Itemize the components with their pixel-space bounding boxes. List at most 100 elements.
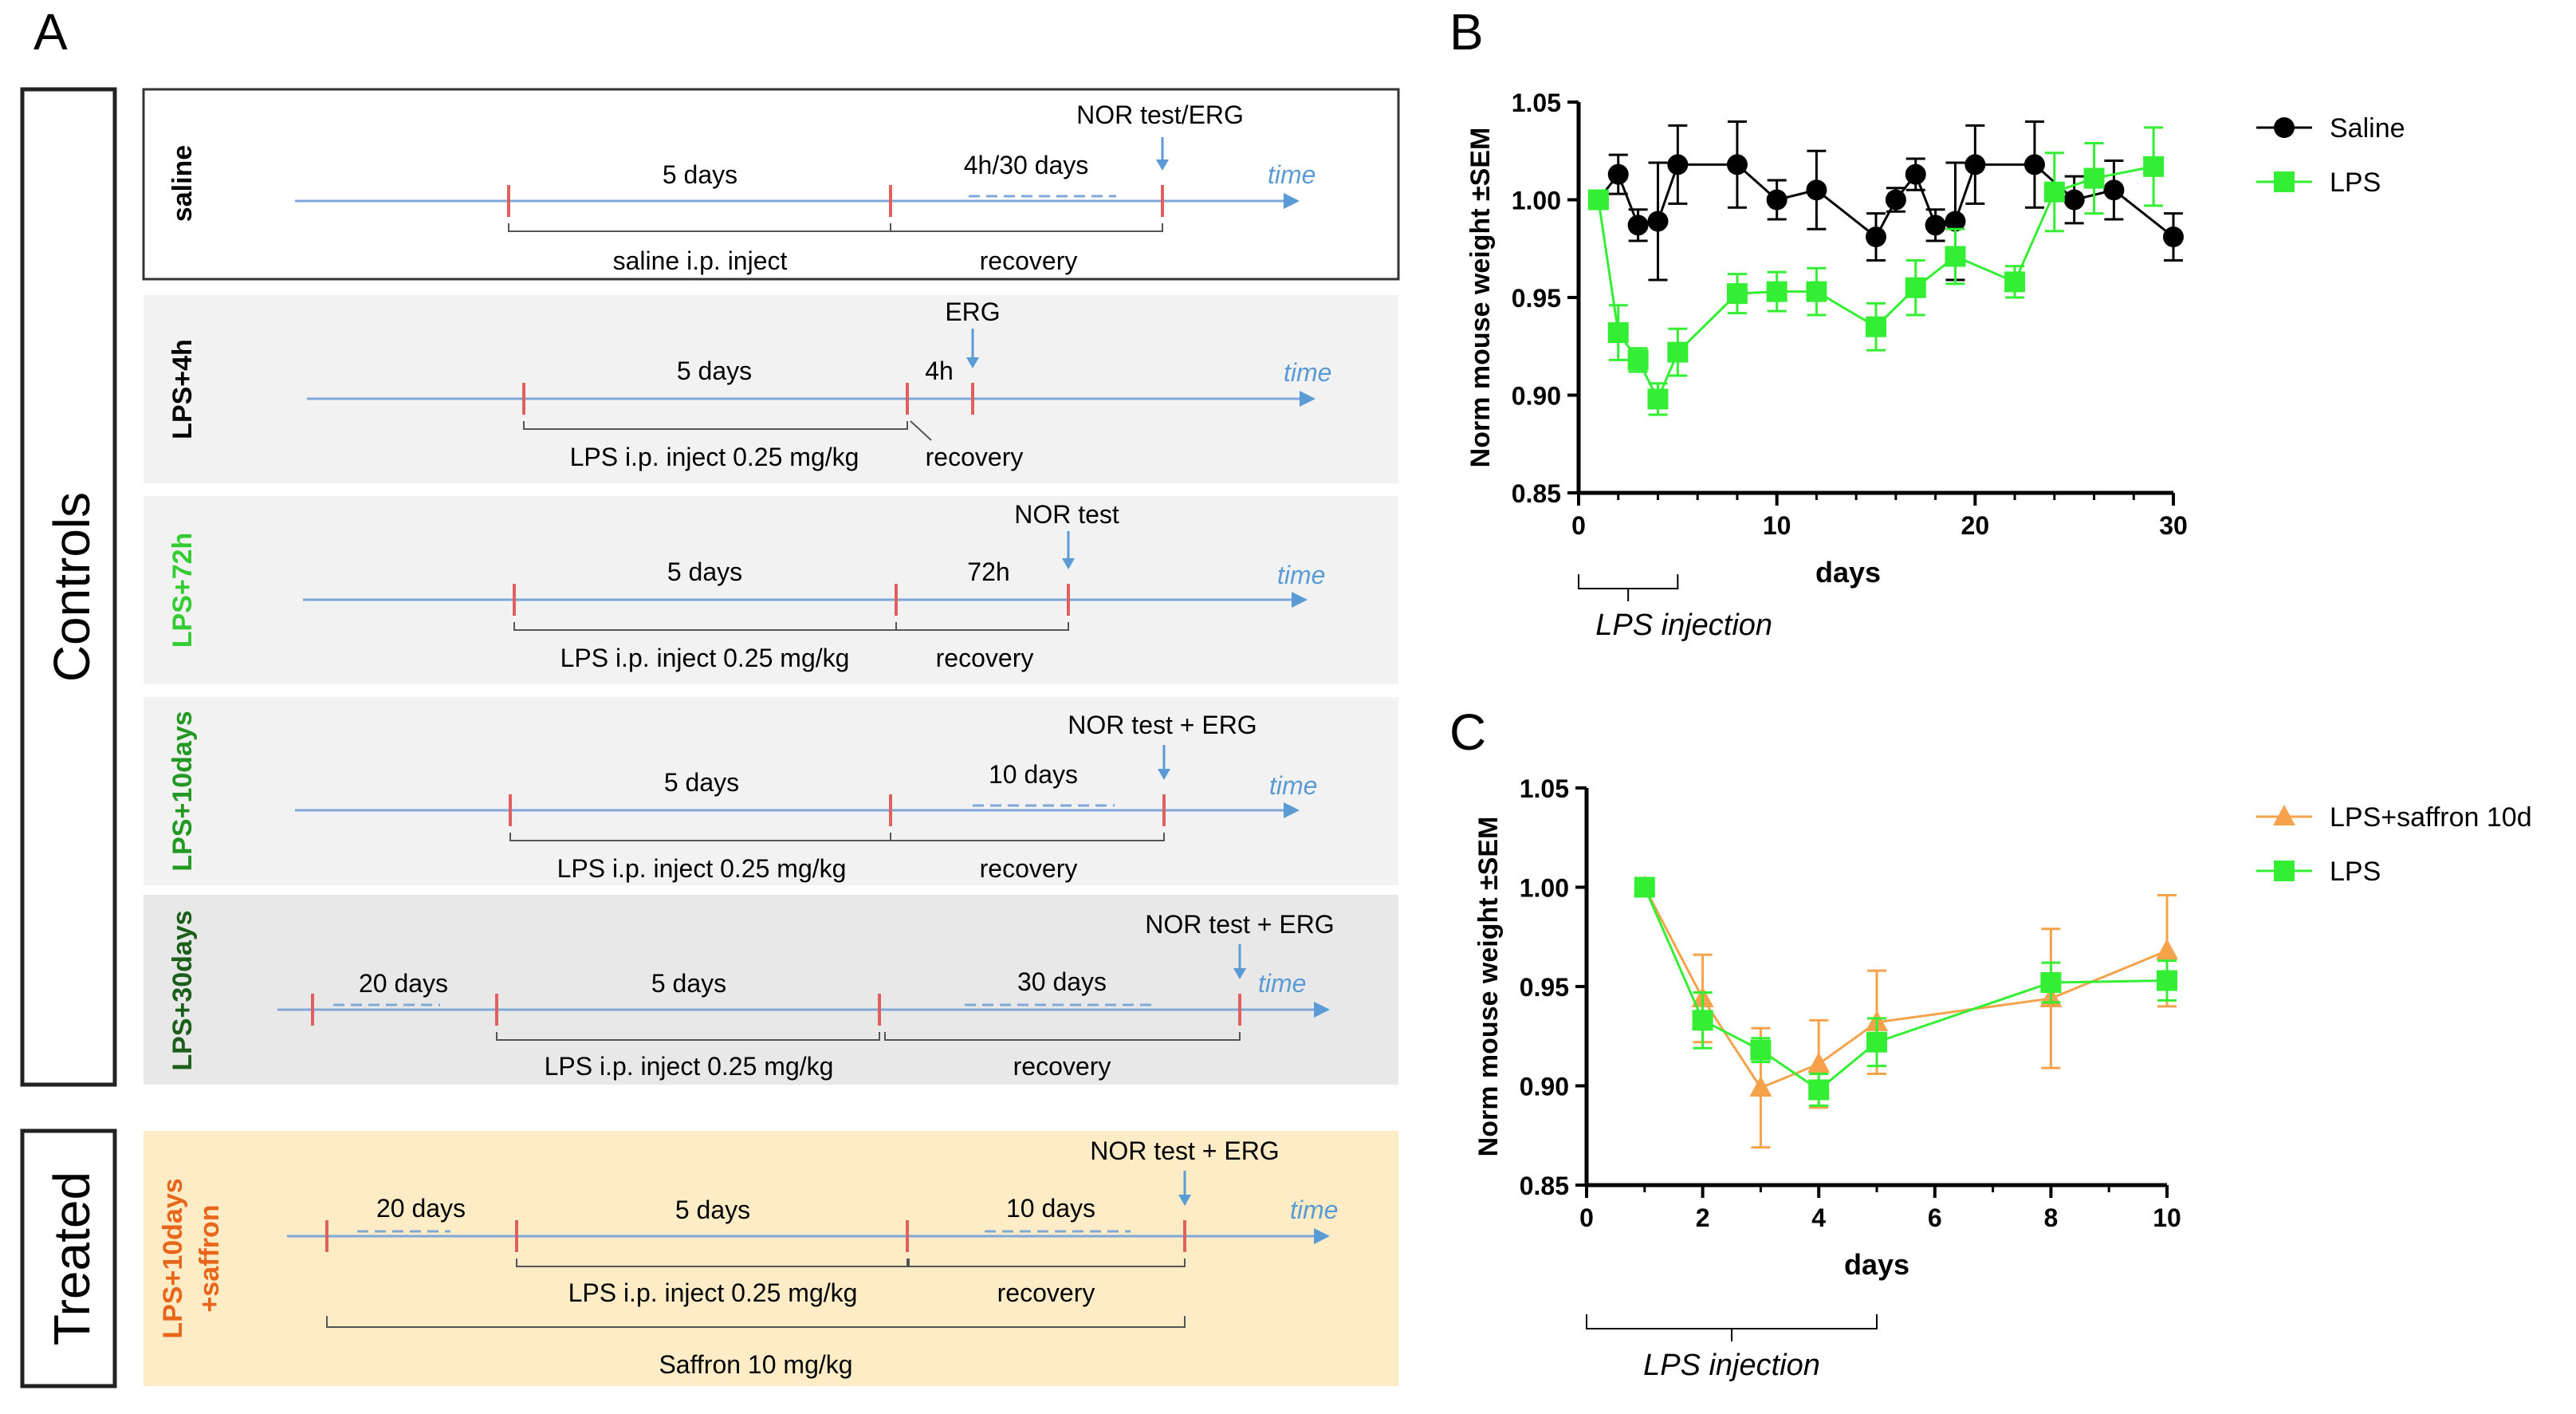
data-point [1726,283,1748,305]
chart-c: 0.85 0.90 0.95 1.00 1.05 0 2 4 6 8 10 days Norm mous… [1473,774,2532,1382]
data-point [2023,154,2045,175]
data-point [2040,972,2062,994]
saffron-bracket [326,1316,1186,1328]
legend-marker [2274,171,2295,192]
data-point [1766,189,1787,211]
legend-label: Saline [2330,113,2405,144]
timeline-arrowhead [1314,1228,1330,1244]
controls-group-box [20,87,117,1087]
legend-marker [2274,861,2295,881]
data-point [2043,181,2065,203]
injection-annotation: LPS injection [1595,609,1772,642]
test-arrowhead [1156,160,1169,171]
test-label: NOR test + ERG [1068,711,1257,739]
series-lps-saffron-10d [1633,875,2178,1149]
protocol-row-saline: saline 5 days 4h/30 days NOR test/ERG sa… [142,88,1400,281]
time-label: time [1284,358,1331,387]
data-point [1692,1010,1713,1031]
data-point [1945,211,1966,232]
bracket-right [910,420,932,441]
x-tick-label: 10 [2153,1203,2181,1232]
data-point [1808,1079,1830,1101]
data-point [2103,179,2125,201]
data-point [2143,156,2165,177]
protocol-box [144,1131,1398,1386]
series-line [1643,886,2168,1092]
x-tick-label: 30 [2159,511,2188,540]
bottom-left-label: LPS i.p. inject 0.25 mg/kg [570,443,859,471]
post-label: 30 days [1017,967,1107,996]
protocol-label: LPS+10days [158,1178,188,1338]
bottom-left-label: saline i.p. inject [613,246,788,275]
bracket-left [516,1258,908,1267]
protocol-row-lps-30days: LPS+30days 20 days 5 days 30 days NOR te… [144,895,1398,1085]
span-label: 5 days [667,557,742,586]
timeline-arrowhead [1284,802,1300,818]
test-label: NOR test + ERG [1145,910,1334,939]
bottom-right-label: recovery [980,854,1078,883]
time-label: time [1258,969,1306,998]
y-tick-label: 0.95 [1512,284,1561,313]
protocol-label-line-2: +saffron [195,1204,225,1312]
test-arrowhead [1158,769,1170,780]
data-point [1647,211,1669,232]
timeline-arrowhead [1314,1002,1330,1018]
data-point [1750,1039,1772,1061]
protocol-label: saline [167,145,198,222]
protocol-row-lps-72h: LPS+72h 5 days 72h NOR test LPS i.p. inj… [144,496,1398,684]
bracket-right [884,1032,1241,1041]
bottom-right-label: recovery [936,644,1034,672]
time-label: time [1269,771,1317,800]
data-point [1885,189,1906,211]
data-point [1587,189,1609,211]
data-point [1806,179,1827,201]
bottom-right-label: recovery [980,246,1078,275]
span-label: 5 days [677,356,752,385]
span-label: 5 days [663,160,737,189]
x-tick-label: 0 [1579,1203,1594,1232]
pre-label: 20 days [359,969,448,998]
protocol-box [142,88,1400,281]
timeline-arrowhead [1292,592,1308,608]
legend-marker [2273,805,2295,825]
y-tick-label: 0.85 [1520,1172,1569,1200]
x-tick-label: 20 [1961,511,1990,540]
protocol-box [144,496,1398,684]
data-point [1866,226,1886,248]
protocol-label: LPS+10days [167,711,198,871]
data-point [1806,281,1827,302]
treated-group-box [20,1128,117,1388]
bottom-left-label: LPS i.p. inject 0.25 mg/kg [545,1052,834,1081]
series-lps [1634,876,2177,1107]
bottom-right-label: recovery [997,1278,1095,1307]
chart-b: 0.85 0.90 0.95 1.00 1.05 0 10 20 30 days Norm mous… [1465,89,2405,642]
x-tick-label: 10 [1763,511,1791,540]
test-arrowhead [1178,1195,1191,1206]
panel-label-a: A [33,3,68,61]
span-label: 5 days [651,969,726,998]
x-axis-label: days [1815,556,1881,589]
protocol-box [144,895,1398,1085]
data-point [1667,154,1689,175]
data-point [1925,215,1946,236]
post-label: 4h [925,356,954,385]
injection-annotation: LPS injection [1643,1349,1820,1382]
data-point [1964,154,1986,175]
panel-label-b: B [1449,3,1484,61]
data-point [1634,876,1655,898]
timeline-arrowhead [1284,193,1300,209]
test-label: NOR test/ERG [1076,100,1244,129]
test-arrowhead [1062,558,1075,569]
bottom-left-label: LPS i.p. inject 0.25 mg/kg [557,854,847,883]
bottom-left-label: LPS i.p. inject 0.25 mg/kg [560,644,850,672]
protocol-row-lps-4h: LPS+4h 5 days 4h ERG LPS i.p. inject 0.2… [144,295,1398,483]
data-point [1749,1075,1772,1097]
data-point [1726,154,1748,175]
legend-label: LPS+saffron 10d [2330,802,2532,833]
data-point [1607,322,1629,344]
test-label: NOR test [1014,500,1119,529]
y-tick-label: 1.00 [1512,187,1561,215]
data-point [1607,163,1629,185]
y-tick-label: 1.05 [1512,89,1561,117]
